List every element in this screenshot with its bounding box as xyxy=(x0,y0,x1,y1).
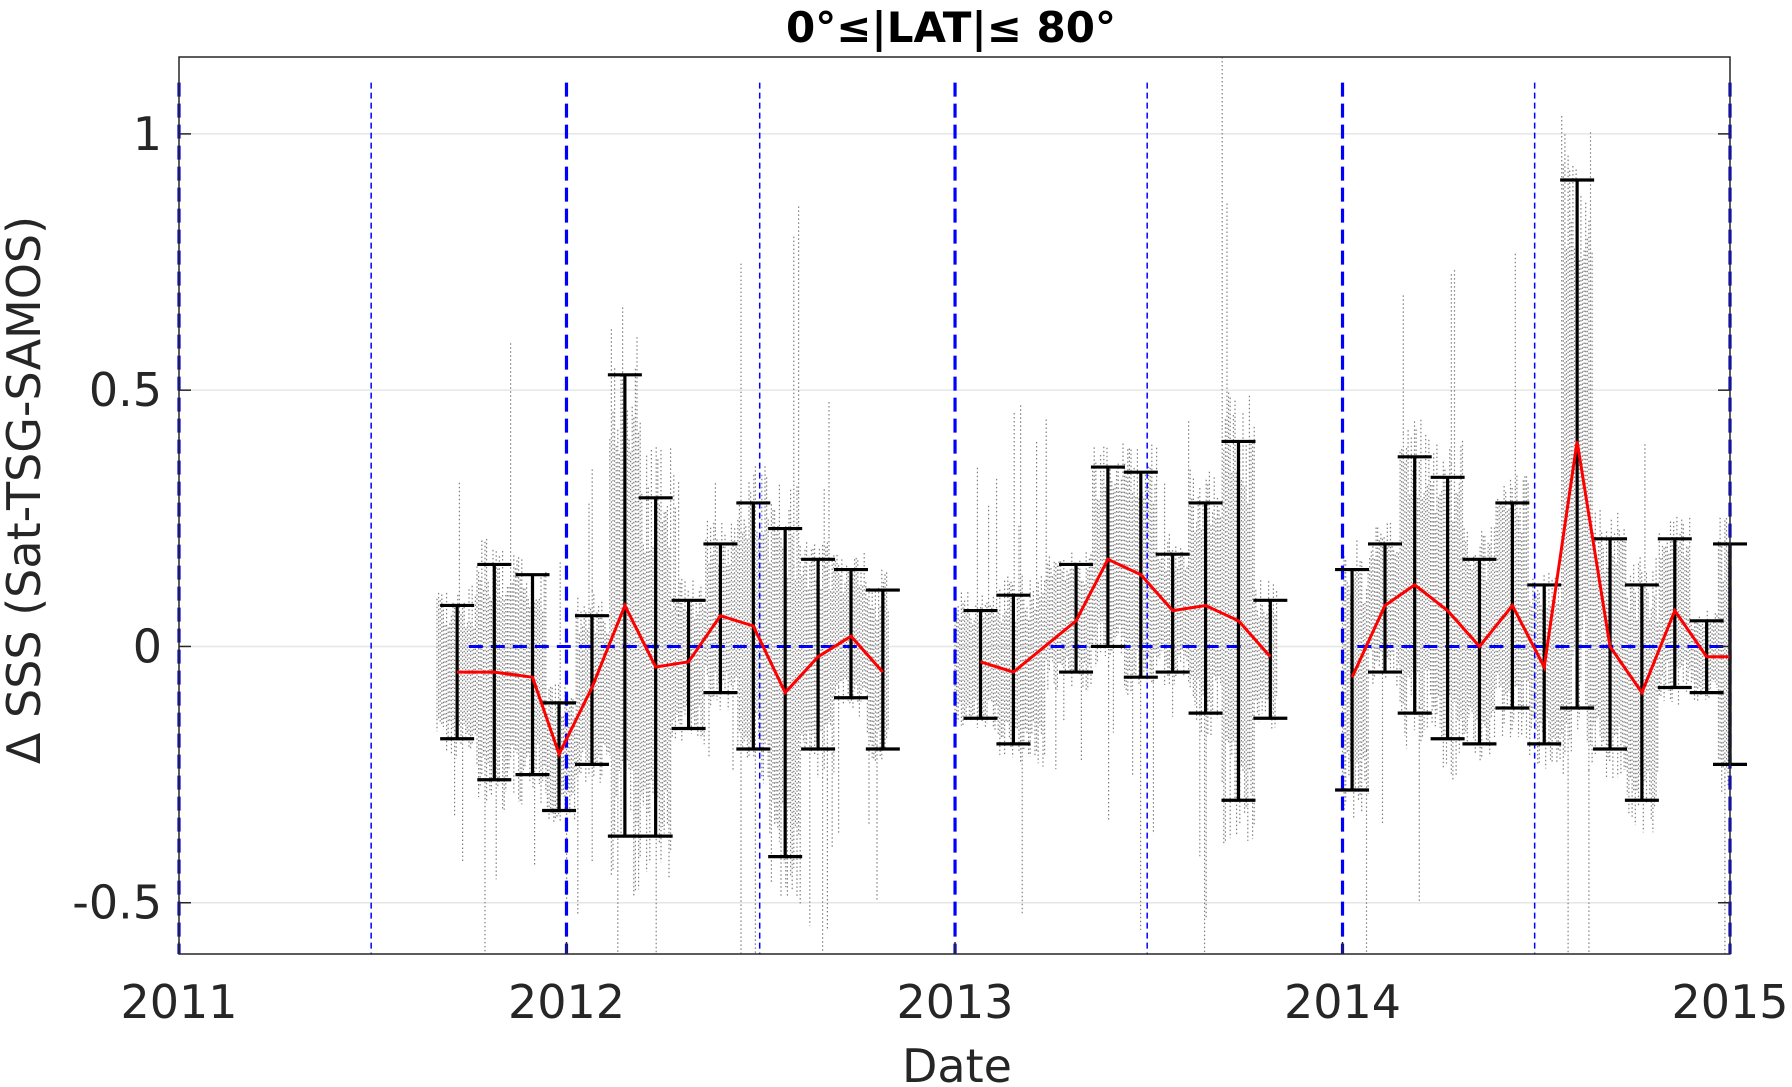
scatter-cluster xyxy=(954,57,1278,954)
y-tick-label: -0.5 xyxy=(72,876,162,930)
x-tick-label: 2014 xyxy=(1284,975,1401,1029)
x-tick-label: 2011 xyxy=(120,975,237,1029)
reference-lines-layer xyxy=(177,82,1732,954)
y-tick-label: 1 xyxy=(133,107,162,161)
chart-title: 0°≤|LAT|≤ 80° xyxy=(786,3,1116,52)
x-axis-label: Date xyxy=(902,1039,1012,1087)
axes-layer xyxy=(178,56,1731,955)
y-tick-label: 0 xyxy=(133,619,162,673)
x-tick-label: 2012 xyxy=(508,975,625,1029)
scatter-cluster xyxy=(436,206,889,954)
x-tick-label: 2013 xyxy=(896,975,1013,1029)
mean-line-layer xyxy=(457,441,1730,758)
mean-line xyxy=(1350,441,1730,696)
y-tick-label: 0.5 xyxy=(89,363,162,417)
x-tick-label: 2015 xyxy=(1671,975,1788,1029)
mean-line xyxy=(457,601,884,758)
y-axis-label: Δ SSS (Sat-TSG-SAMOS) xyxy=(0,216,51,764)
text-layer: 0°≤|LAT|≤ 80° Date Δ SSS (Sat-TSG-SAMOS)… xyxy=(0,3,1789,1087)
mean-line xyxy=(980,557,1272,674)
